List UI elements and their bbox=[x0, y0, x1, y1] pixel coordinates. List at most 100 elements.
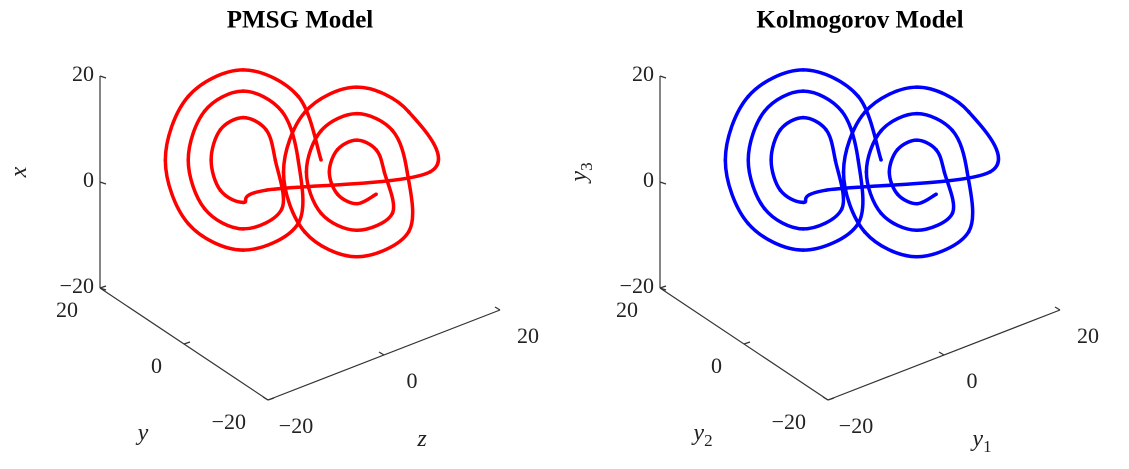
tick-mark bbox=[743, 341, 751, 345]
tick-mark bbox=[262, 396, 269, 401]
tick-mark bbox=[494, 306, 501, 311]
trajectory-point bbox=[355, 111, 359, 116]
trajectory-point bbox=[723, 158, 728, 162]
trajectory-point bbox=[840, 109, 844, 114]
trajectory-point bbox=[296, 94, 300, 99]
trajectory-point bbox=[327, 170, 332, 174]
trajectory-point bbox=[915, 111, 919, 116]
tick-mark bbox=[99, 75, 107, 79]
trajectory-point bbox=[801, 227, 805, 231]
trajectory-point bbox=[915, 254, 919, 259]
horizontal-axis-label: z bbox=[416, 426, 427, 452]
trajectory-point bbox=[390, 128, 395, 133]
trajectory-point bbox=[355, 85, 359, 89]
label-base: y bbox=[691, 420, 704, 446]
tick-mark bbox=[827, 397, 835, 401]
trajectory bbox=[723, 68, 1001, 259]
trajectory-point bbox=[209, 158, 213, 162]
horizontal-tick-label: 0 bbox=[967, 368, 978, 393]
trajectory-point bbox=[163, 158, 168, 162]
trajectory-point bbox=[186, 221, 191, 226]
vertical-axis-label: y3 bbox=[566, 162, 596, 183]
trajectory-point bbox=[879, 158, 883, 162]
trajectory-point bbox=[801, 68, 805, 72]
trajectory-point bbox=[186, 158, 191, 162]
trajectory-point bbox=[303, 230, 307, 234]
trajectory-point bbox=[186, 94, 191, 99]
trajectory-point bbox=[887, 170, 892, 174]
vertical-tick-label: 0 bbox=[643, 167, 654, 192]
trajectory-point bbox=[335, 192, 340, 196]
trajectory-point bbox=[241, 227, 245, 231]
depth-tick-label: 0 bbox=[151, 353, 162, 378]
trajectory-point bbox=[273, 158, 278, 162]
trajectory-point bbox=[746, 94, 751, 99]
vertical-tick-label: 0 bbox=[83, 167, 94, 192]
trajectory-point bbox=[296, 158, 300, 162]
trajectory-point bbox=[778, 128, 783, 132]
trajectory-point bbox=[280, 109, 284, 114]
label-base: y bbox=[566, 171, 592, 184]
trajectory-point bbox=[319, 128, 323, 133]
trajectory-point bbox=[218, 128, 223, 132]
tick-mark bbox=[267, 397, 275, 401]
trajectory-point bbox=[942, 170, 947, 174]
trajectory-point bbox=[833, 158, 838, 162]
label-base: x bbox=[6, 166, 32, 178]
trajectory-point bbox=[202, 206, 207, 211]
trajectory-point bbox=[218, 188, 223, 193]
vertical-tick-label: 20 bbox=[72, 61, 94, 86]
horizontal-tick-label: 0 bbox=[407, 368, 418, 393]
depth-tick-label: 20 bbox=[616, 297, 638, 322]
trajectory-point bbox=[915, 201, 919, 206]
trajectory-point bbox=[355, 254, 359, 259]
depth-tick-label: 20 bbox=[56, 297, 78, 322]
horizontal-tick-label: −20 bbox=[279, 413, 313, 438]
vertical-tick-label: −20 bbox=[60, 273, 94, 298]
trajectory-point bbox=[406, 229, 411, 234]
trajectory-point bbox=[296, 221, 300, 226]
trajectory-point bbox=[934, 147, 938, 152]
chart-title: PMSG Model bbox=[227, 7, 374, 34]
tick-mark bbox=[183, 341, 191, 345]
trajectory-point bbox=[355, 201, 359, 206]
trajectory-point bbox=[202, 109, 207, 113]
trajectory-point bbox=[915, 138, 919, 142]
tick-mark bbox=[99, 285, 107, 289]
trajectory-point bbox=[856, 221, 860, 226]
trajectory-point bbox=[319, 211, 323, 216]
trajectory-point bbox=[382, 170, 387, 174]
horizontal-tick-label: 20 bbox=[517, 323, 539, 348]
trajectory-point bbox=[879, 211, 883, 216]
trajectory-point bbox=[950, 128, 955, 133]
trajectory-point bbox=[769, 158, 773, 162]
trajectory-point bbox=[390, 211, 395, 215]
trajectory-point bbox=[824, 188, 828, 192]
label-sub: 2 bbox=[704, 431, 713, 450]
depth-tick-label: 0 bbox=[711, 353, 722, 378]
horizontal-axis-label: y1 bbox=[970, 426, 991, 456]
trajectory-point bbox=[950, 211, 955, 215]
trajectory-point bbox=[428, 170, 432, 174]
trajectory-point bbox=[405, 170, 409, 174]
trajectory-point bbox=[374, 147, 378, 152]
trajectory-point bbox=[801, 115, 805, 120]
label-sub: 3 bbox=[577, 162, 596, 171]
horizontal-tick-label: 20 bbox=[1077, 323, 1099, 348]
trajectory-point bbox=[895, 192, 900, 196]
label-base: y bbox=[970, 426, 983, 452]
vertical-tick-label: −20 bbox=[620, 273, 654, 298]
label-base: z bbox=[416, 426, 427, 452]
trajectory-point bbox=[335, 147, 340, 152]
depth-tick-label: −20 bbox=[212, 409, 246, 434]
trajectory-point bbox=[801, 200, 805, 205]
trajectory-point bbox=[762, 109, 767, 113]
trajectory-point bbox=[934, 192, 938, 197]
trajectory-point bbox=[965, 170, 969, 174]
trajectory-point bbox=[406, 110, 411, 114]
trajectory-point bbox=[281, 170, 286, 174]
trajectory-point bbox=[746, 158, 751, 162]
trajectory-point bbox=[241, 200, 245, 205]
tick-mark bbox=[99, 181, 107, 185]
trajectory-point bbox=[915, 85, 919, 89]
